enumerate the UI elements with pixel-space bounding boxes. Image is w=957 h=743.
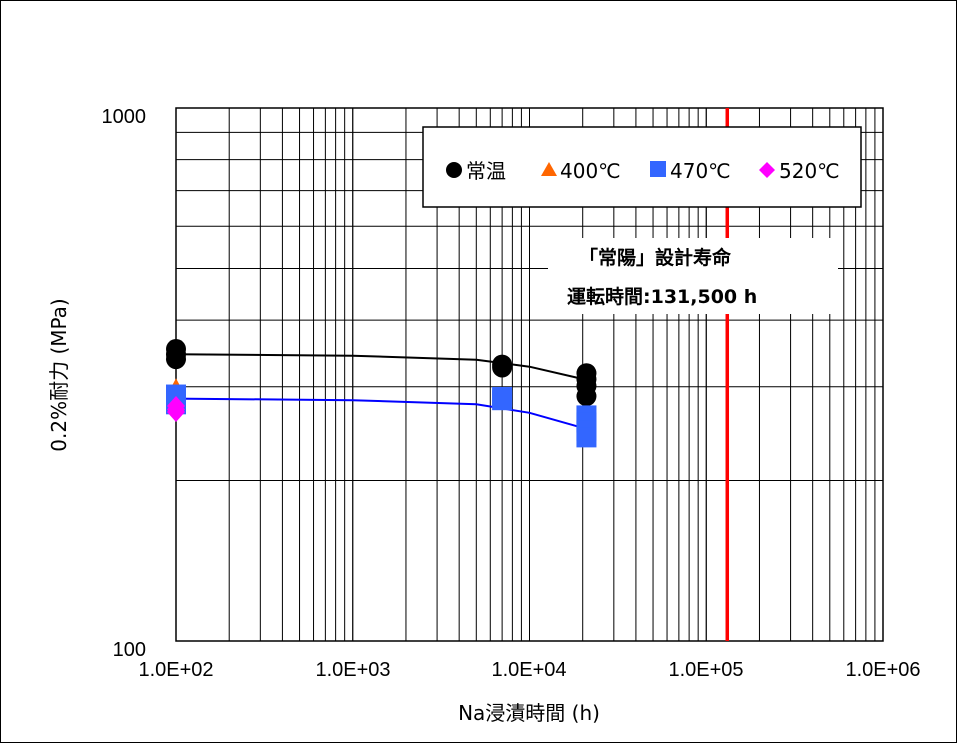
x-tick-label: 1.0E+06 — [845, 659, 920, 681]
x-tick-label: 1.0E+02 — [138, 659, 213, 681]
fit-line — [175, 353, 587, 381]
legend-label: 常温 — [466, 159, 506, 183]
y-tick-labels: 1000 100 — [102, 106, 147, 661]
x-tick-label: 1.0E+04 — [491, 659, 566, 681]
annotation: 「常陽」設計寿命 運転時間:131,500 h — [548, 238, 838, 314]
annotation-box — [548, 238, 838, 314]
data-point — [492, 357, 513, 378]
x-tick-labels: 1.0E+02 1.0E+03 1.0E+04 1.0E+05 1.0E+06 — [138, 659, 920, 681]
y-axis-title: 0.2%耐力 (MPa) — [47, 298, 71, 451]
legend-box — [422, 126, 862, 208]
data-point — [166, 349, 186, 370]
y-tick-label: 1000 — [102, 106, 147, 128]
data-points — [166, 339, 597, 448]
x-axis-title: Na浸漬時間 (h) — [458, 701, 600, 725]
legend-marker-diamond — [759, 162, 775, 178]
legend-label: 520℃ — [779, 159, 840, 183]
legend-label: 400℃ — [560, 159, 621, 183]
annotation-line-1: 「常陽」設計寿命 — [579, 246, 732, 269]
fit-line — [175, 397, 587, 430]
data-point — [576, 386, 597, 407]
data-point — [576, 427, 597, 448]
legend-marker-circle — [446, 162, 462, 178]
x-tick-label: 1.0E+03 — [315, 659, 390, 681]
legend-marker-square — [650, 161, 666, 177]
legend: 常温 400℃ 470℃ 520℃ — [422, 126, 862, 208]
data-point — [167, 401, 185, 422]
data-point — [492, 390, 513, 411]
legend-marker-triangle — [541, 162, 557, 176]
legend-label: 470℃ — [670, 159, 731, 183]
plot-area — [175, 107, 884, 642]
annotation-line-2: 運転時間:131,500 h — [567, 286, 757, 308]
x-tick-label: 1.0E+05 — [668, 659, 743, 681]
y-tick-label: 100 — [113, 639, 146, 661]
fit-lines — [175, 353, 587, 430]
